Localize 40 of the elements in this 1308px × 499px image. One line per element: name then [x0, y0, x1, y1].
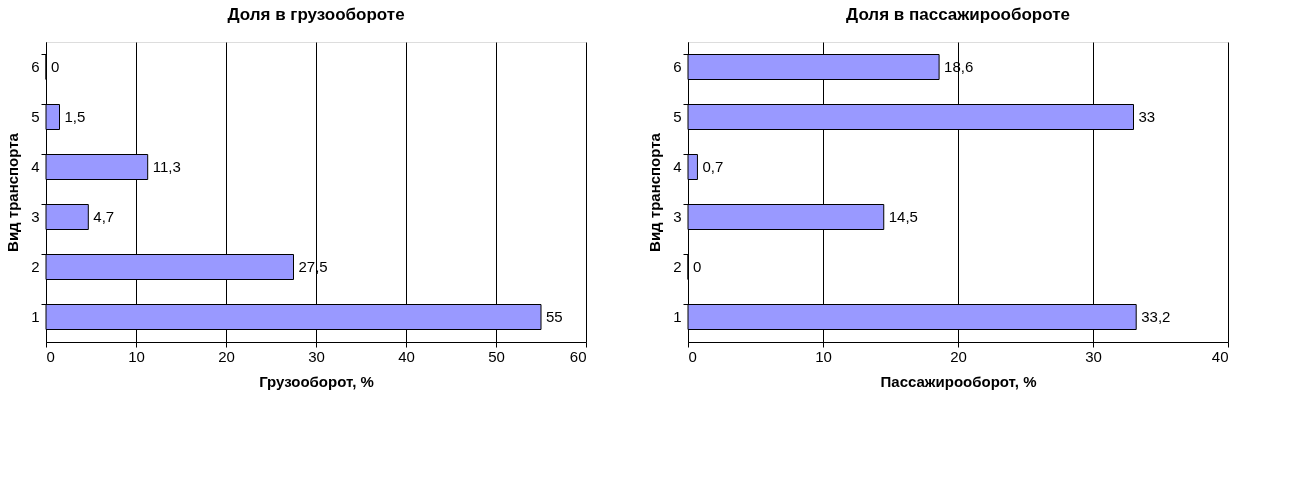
- data-label: 33,2: [1141, 308, 1171, 325]
- y-tick-label: 5: [673, 108, 682, 125]
- x-tick-label: 20: [218, 347, 235, 365]
- x-tick-label: 30: [308, 347, 325, 365]
- x-tick-label: 60: [569, 347, 587, 365]
- data-label: 0: [693, 258, 702, 275]
- x-tick-label: 50: [488, 347, 505, 365]
- y-tick-label: 5: [31, 108, 40, 125]
- y-tick-label: 6: [673, 58, 682, 75]
- data-label: 33: [1138, 108, 1156, 125]
- x-axis-title: Грузооборот, %: [259, 372, 374, 390]
- y-axis-title: Вид транспорта: [646, 132, 664, 252]
- x-tick-label: 40: [398, 347, 415, 365]
- data-label: 1,5: [64, 108, 86, 125]
- x-tick-label: 20: [950, 347, 967, 365]
- chart-title: Доля в пассажирообороте: [846, 5, 1070, 24]
- y-tick-label: 6: [31, 58, 40, 75]
- x-axis-title: Пассажирооборот, %: [880, 372, 1037, 390]
- y-tick-label: 2: [673, 258, 682, 275]
- y-tick-label: 4: [673, 158, 682, 175]
- x-tick-label: 40: [1211, 347, 1229, 365]
- x-tick-label: 0: [46, 347, 55, 365]
- x-tick-label: 10: [815, 347, 832, 365]
- x-tick-label: 0: [688, 347, 697, 365]
- chart-title: Доля в грузообороте: [227, 5, 405, 24]
- y-tick-label: 4: [31, 158, 40, 175]
- data-label: 11,3: [152, 158, 181, 175]
- y-axis-title: Вид транспорта: [4, 132, 22, 252]
- data-label: 14,5: [888, 208, 918, 225]
- y-tick-label: 1: [31, 308, 40, 325]
- x-tick-label: 10: [128, 347, 145, 365]
- x-tick-label: 30: [1085, 347, 1102, 365]
- data-label: 4,7: [93, 208, 115, 225]
- data-label: 0: [51, 58, 60, 75]
- y-tick-label: 3: [31, 208, 40, 225]
- data-label: 0,7: [702, 158, 724, 175]
- y-tick-label: 1: [673, 308, 682, 325]
- data-label: 55: [546, 308, 563, 325]
- y-tick-label: 3: [673, 208, 682, 225]
- y-tick-label: 2: [31, 258, 40, 275]
